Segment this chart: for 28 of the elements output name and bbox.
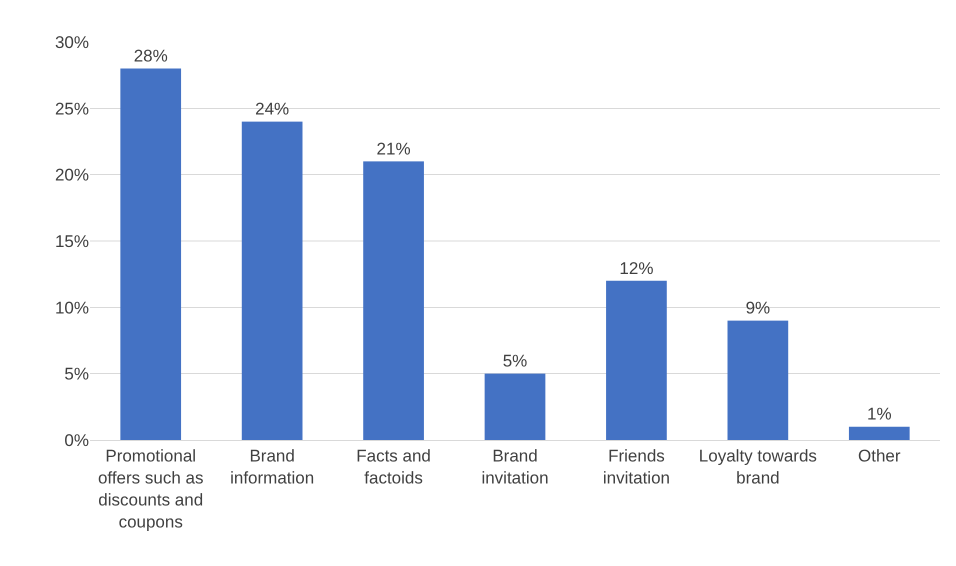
data-label: 9% bbox=[746, 298, 770, 318]
x-tick-label: Facts and factoids bbox=[356, 446, 431, 488]
bar bbox=[120, 68, 182, 440]
y-tick-label: 25% bbox=[54, 99, 89, 118]
data-label: 1% bbox=[866, 404, 892, 424]
bar bbox=[363, 161, 424, 440]
bar bbox=[848, 426, 910, 440]
y-tick-label: 0% bbox=[64, 430, 89, 450]
x-tick-label: Friends invitation bbox=[602, 446, 670, 488]
bar bbox=[484, 374, 546, 440]
bar bbox=[242, 122, 302, 440]
x-tick-label: Other bbox=[858, 446, 901, 466]
y-tick-label: 10% bbox=[54, 298, 89, 318]
data-label: 5% bbox=[502, 352, 528, 371]
bar bbox=[728, 320, 788, 440]
y-tick-label: 30% bbox=[54, 32, 89, 52]
x-tick-label: Loyalty towards brand bbox=[698, 446, 817, 488]
data-label: 12% bbox=[619, 258, 654, 278]
x-tick-label: Promotional offers such as discounts and coupons bbox=[98, 446, 204, 532]
x-tick-label: Brand information bbox=[230, 446, 314, 488]
x-tick-label: Brand invitation bbox=[481, 446, 549, 488]
data-label: 24% bbox=[255, 100, 290, 119]
bar bbox=[606, 280, 667, 440]
y-tick-label: 20% bbox=[54, 166, 89, 185]
y-tick-label: 5% bbox=[64, 364, 89, 384]
data-label: 21% bbox=[376, 139, 411, 158]
y-tick-label: 15% bbox=[54, 232, 89, 251]
data-label: 28% bbox=[134, 46, 168, 66]
